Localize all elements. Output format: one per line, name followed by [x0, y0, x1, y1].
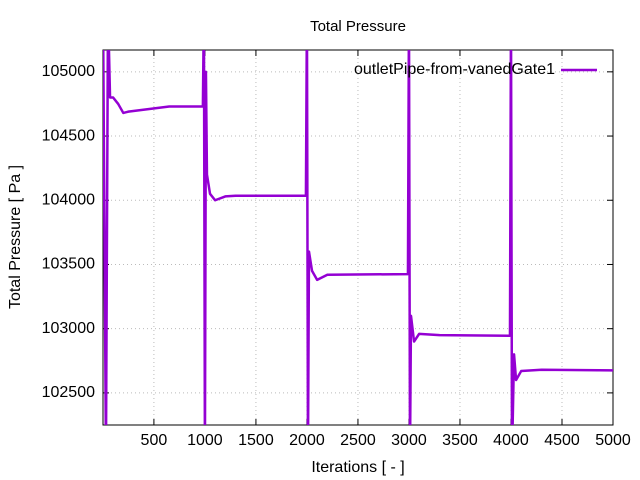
y-tick-label: 103500	[42, 256, 95, 273]
plot-area	[103, 50, 613, 425]
data-line	[103, 50, 613, 425]
x-tick-label: 3000	[391, 432, 427, 449]
y-tick-label: 102500	[42, 384, 95, 401]
x-tick-label: 1000	[187, 432, 223, 449]
y-tick-label: 104500	[42, 127, 95, 144]
x-tick-label: 2000	[289, 432, 325, 449]
y-tick-label: 103000	[42, 320, 95, 337]
x-tick-label: 4500	[544, 432, 580, 449]
y-tick-label: 105000	[42, 63, 95, 80]
y-axis-label: Total Pressure [ Pa ]	[7, 165, 24, 309]
plot-frame	[102, 49, 614, 426]
x-axis-label: Iterations [ - ]	[311, 459, 404, 476]
x-tick-label: 1500	[238, 432, 274, 449]
chart-title: Total Pressure	[310, 18, 406, 35]
y-tick-label: 104000	[42, 191, 95, 208]
x-tick-label: 5000	[595, 432, 631, 449]
x-tick-label: 3500	[442, 432, 478, 449]
legend-label: outletPipe-from-vanedGate1	[354, 61, 555, 78]
x-tick-label: 4000	[493, 432, 529, 449]
x-tick-label: 500	[141, 432, 168, 449]
x-tick-label: 2500	[340, 432, 376, 449]
